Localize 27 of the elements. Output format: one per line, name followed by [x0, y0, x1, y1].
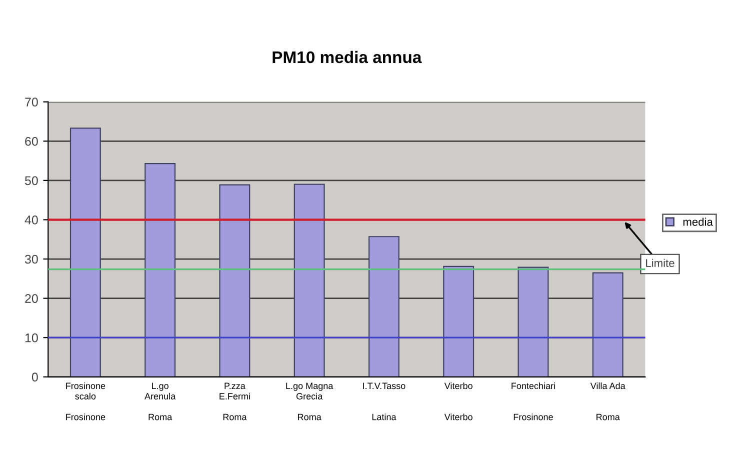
y-tick-label: 30: [24, 254, 38, 264]
y-tick-label: 10: [25, 333, 38, 342]
bar: [219, 184, 250, 377]
y-tick-label: 70: [25, 98, 38, 107]
bar: [592, 272, 624, 377]
category-label: L.go Arenula Roma: [144, 382, 176, 420]
category-label: P.zza E.Fermi Roma: [220, 382, 250, 420]
legend-label: media: [683, 218, 713, 226]
category-label: L.go Magna Grecia Roma: [286, 382, 334, 420]
bar: [70, 128, 101, 377]
chart-title: PM10 media annua: [272, 50, 422, 64]
category-label: Frosinone scalo Frosinone: [66, 382, 106, 420]
bar: [518, 266, 549, 377]
category-label: Viterbo Viterbo: [444, 382, 472, 420]
category-label: Villa Ada Roma: [590, 382, 626, 420]
y-tick-label: 60: [25, 136, 38, 146]
bar: [443, 266, 474, 377]
y-tick-label: 50: [24, 176, 38, 186]
y-tick-label: 40: [24, 216, 38, 224]
bar: [368, 236, 400, 377]
y-tick-label: 20: [25, 294, 38, 303]
ref-line-label: Limite: [646, 258, 674, 267]
y-tick-label: 0: [32, 372, 38, 382]
category-label: I.T.V.Tasso Latina: [363, 382, 406, 420]
bar: [294, 184, 325, 377]
category-label: Fontechiari Frosinone: [512, 382, 555, 420]
bar: [144, 162, 176, 377]
